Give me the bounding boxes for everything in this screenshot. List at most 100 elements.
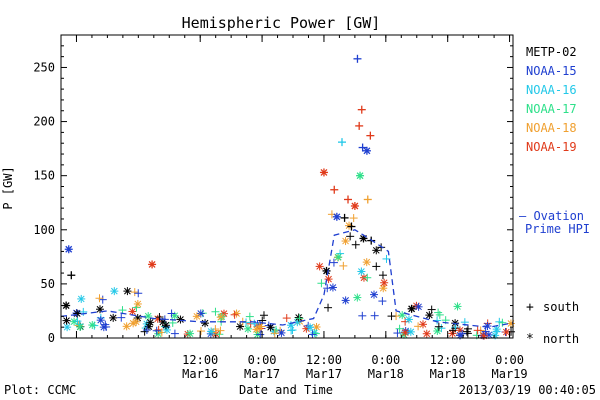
data-point (346, 232, 355, 241)
data-point (259, 311, 268, 320)
data-point-noaa-19 (366, 131, 375, 140)
x-tick-label-time: 12:00 (182, 353, 218, 367)
data-point (380, 278, 389, 287)
data-point (453, 302, 462, 311)
data-point-metp-02 (67, 271, 76, 280)
y-tick-label: 200 (33, 115, 55, 129)
data-point (349, 214, 358, 223)
data-point (372, 262, 381, 271)
data-point (310, 328, 319, 337)
x-tick-label-time: 12:00 (430, 353, 466, 367)
data-point (329, 258, 338, 267)
data-point (152, 326, 161, 335)
data-point (79, 307, 88, 316)
data-point (98, 295, 107, 304)
data-point (142, 326, 151, 335)
data-point (73, 309, 82, 318)
data-point (401, 328, 410, 337)
x-axis-label: Date and Time (239, 383, 333, 397)
x-tick-label-time: 0:00 (248, 353, 277, 367)
data-layer (62, 54, 516, 340)
x-tick-label-date: Mar16 (182, 367, 218, 381)
data-point (270, 329, 279, 338)
data-point (236, 322, 245, 331)
data-point (479, 331, 488, 340)
data-point (491, 331, 500, 340)
data-point-noaa-19 (319, 168, 328, 177)
data-point (196, 327, 205, 336)
data-point (266, 323, 275, 332)
data-point (435, 310, 444, 319)
data-point (404, 315, 413, 324)
ovation-label-line-2: Prime HPI (525, 222, 590, 236)
x-axis: 12:00Mar160:00Mar1712:00Mar170:00Mar1812… (75, 35, 528, 381)
data-point-noaa-19 (344, 195, 353, 204)
data-point (110, 287, 119, 296)
data-point (449, 326, 458, 335)
marker-legend-south-symbol: + (526, 300, 534, 315)
data-point (315, 262, 324, 271)
data-point (243, 324, 252, 333)
data-point (414, 302, 423, 311)
data-point (393, 329, 402, 338)
data-point (414, 322, 423, 331)
data-point (370, 311, 379, 320)
data-point (232, 309, 241, 318)
y-axis: 0 50 100 150 200 250 (33, 45, 513, 345)
data-point (88, 321, 97, 330)
data-point (484, 330, 493, 339)
y-tick-label: 100 (33, 223, 55, 237)
data-point (161, 321, 170, 330)
data-point-noaa-15 (362, 146, 371, 155)
legend-entry-noaa-15: NOAA-15 (526, 64, 577, 78)
x-tick-label-time: 12:00 (306, 353, 342, 367)
data-point (379, 284, 388, 293)
data-point-metp-02 (62, 301, 71, 310)
data-point (311, 329, 320, 338)
data-point (382, 254, 391, 263)
footer-right: 2013/03/19 00:40:05 (459, 383, 596, 397)
data-point (378, 271, 387, 280)
data-point (351, 240, 360, 249)
data-point (287, 326, 296, 335)
data-point (141, 324, 150, 333)
data-point (155, 313, 164, 322)
data-point (277, 328, 286, 337)
data-point (230, 310, 239, 319)
data-point-noaa-19 (350, 201, 359, 210)
data-point (308, 330, 317, 339)
data-point (186, 329, 195, 338)
y-tick-label: 250 (33, 60, 55, 74)
data-point (96, 316, 105, 325)
marker-legend-south-label: south (543, 300, 579, 314)
data-point (167, 309, 176, 318)
x-tick-label-date: Mar17 (244, 367, 280, 381)
data-point (256, 330, 265, 339)
legend: METP-02 NOAA-15 NOAA-16 NOAA-17 NOAA-18 NOAA-… (526, 45, 577, 154)
x-tick-label-date: Mar19 (492, 367, 528, 381)
data-point-noaa-15 (353, 54, 362, 63)
y-axis-label: P [GW] (1, 166, 15, 209)
data-point (130, 288, 139, 297)
data-point-noaa-15 (358, 143, 367, 152)
data-point-noaa-18 (363, 195, 372, 204)
data-point (62, 316, 71, 325)
data-point (109, 313, 118, 322)
data-point (122, 322, 131, 331)
data-point (70, 317, 79, 326)
data-point (341, 237, 350, 246)
x-tick-label-date: Mar18 (368, 367, 404, 381)
data-point (132, 317, 141, 326)
data-point-noaa-19 (148, 260, 157, 269)
data-point-metp-02 (322, 266, 331, 275)
data-point (473, 326, 482, 335)
x-tick-label-date: Mar17 (306, 367, 342, 381)
data-point (406, 327, 415, 336)
data-point (76, 322, 85, 331)
data-point (117, 313, 126, 322)
x-tick-label-time: 0:00 (495, 353, 524, 367)
data-point (336, 249, 345, 258)
data-point (502, 328, 511, 337)
data-point (216, 326, 225, 335)
